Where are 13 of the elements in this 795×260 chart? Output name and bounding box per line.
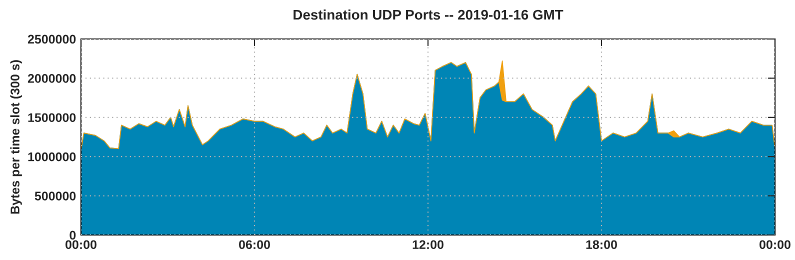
chart-title: Destination UDP Ports -- 2019-01-16 GMT bbox=[294, 9, 564, 20]
x-tick-label: 06:00 bbox=[239, 240, 270, 250]
x-tick-label: 00:00 bbox=[66, 240, 96, 250]
x-tick-label: 12:00 bbox=[412, 240, 444, 250]
y-tick-label: 1000000 bbox=[28, 152, 76, 162]
y-tick-label: 2000000 bbox=[28, 74, 76, 83]
y-axis-title: Bytes per time slot (300 s) bbox=[10, 60, 22, 214]
y-tick-label: 500000 bbox=[34, 192, 76, 200]
y-tick-label: 2500000 bbox=[28, 34, 76, 44]
y-tick-label: 1500000 bbox=[28, 113, 76, 122]
y-tick-label: 0 bbox=[70, 230, 76, 240]
x-tick-label: 00:00 bbox=[760, 240, 790, 250]
x-tick-label: 18:00 bbox=[586, 240, 617, 250]
